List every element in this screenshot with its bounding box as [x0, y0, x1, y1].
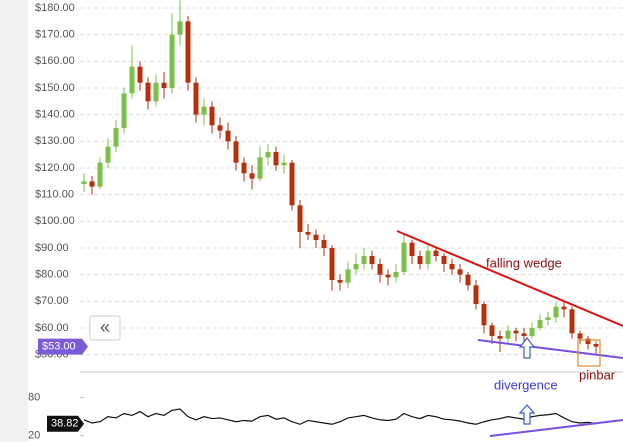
- y-tick-label: $90.00: [35, 242, 69, 254]
- candle-body: [105, 146, 111, 163]
- candle-body: [545, 317, 551, 320]
- candle-body: [249, 173, 255, 179]
- candle-body: [561, 306, 567, 310]
- candle-body: [505, 330, 511, 339]
- candle-body: [113, 128, 119, 147]
- y-tick-label: $120.00: [35, 162, 75, 174]
- candle-body: [369, 256, 375, 264]
- candle-body: [81, 181, 87, 184]
- candle-body: [177, 21, 183, 35]
- y-tick-label: $130.00: [35, 135, 75, 147]
- candle-body: [217, 125, 223, 131]
- y-tick-label: $80.00: [35, 269, 69, 281]
- nav-button-label[interactable]: «: [100, 317, 110, 337]
- candle-body: [201, 106, 207, 115]
- marks: $50.00$60.00$70.00$80.00$90.00$100.00$11…: [28, 0, 623, 442]
- current-price-tag: [38, 338, 88, 355]
- current-value-tag: [47, 415, 84, 432]
- wedge-upper-line: [396, 230, 623, 327]
- candle-body: [281, 162, 287, 166]
- candle-body: [481, 304, 487, 326]
- candle-body: [465, 274, 471, 286]
- candle-body: [409, 242, 415, 256]
- candle-body: [361, 256, 367, 264]
- y-tick-label: $150.00: [35, 82, 75, 94]
- left-margin: [0, 0, 28, 442]
- candle-body: [97, 162, 103, 187]
- candle-body: [241, 162, 247, 174]
- candle-body: [305, 232, 311, 235]
- current-value-label: 38.82: [51, 418, 79, 430]
- y-tick-label: $100.00: [35, 215, 75, 227]
- candle-body: [337, 280, 343, 283]
- candle-body: [169, 34, 175, 88]
- rsi-trend-line: [489, 419, 623, 437]
- annotation: pinbar: [579, 367, 616, 382]
- candle-body: [185, 21, 191, 83]
- y-tick-label: $180.00: [35, 2, 75, 14]
- candle-body: [385, 274, 391, 278]
- wedge-lower-line: [477, 339, 623, 359]
- candle-body: [425, 250, 431, 264]
- candle-body: [433, 250, 439, 256]
- y-tick-label: $60.00: [35, 322, 69, 334]
- candle-body: [593, 344, 599, 347]
- y-tick-label: 80: [28, 392, 40, 404]
- candle-body: [193, 82, 199, 115]
- nav-button[interactable]: [89, 315, 121, 341]
- pinbar-box: [577, 339, 601, 367]
- candle-body: [449, 264, 455, 270]
- candle-body: [153, 82, 159, 102]
- annotation: falling wedge: [486, 255, 562, 270]
- candle-body: [145, 82, 151, 102]
- candle-body: [513, 330, 519, 334]
- candle-body: [273, 152, 279, 166]
- candle-body: [473, 285, 479, 304]
- candle-body: [353, 264, 359, 270]
- y-tick-label: $170.00: [35, 29, 75, 41]
- candle-body: [393, 272, 399, 278]
- candle-body: [321, 240, 327, 248]
- divergence-arrow: [518, 337, 536, 359]
- candle-body: [289, 162, 295, 206]
- candle-body: [209, 106, 215, 126]
- candle-body: [161, 82, 167, 88]
- candle-body: [265, 152, 271, 158]
- current-price-label: $53.00: [42, 341, 76, 353]
- candle-body: [529, 328, 535, 336]
- candle-body: [257, 157, 263, 179]
- candle-body: [137, 66, 143, 83]
- y-tick-label: $160.00: [35, 55, 75, 67]
- candle-body: [577, 333, 583, 339]
- candle-body: [401, 242, 407, 272]
- candle-body: [89, 181, 95, 187]
- y-tick-label: $140.00: [35, 109, 75, 121]
- candle-body: [497, 336, 503, 339]
- candle-body: [377, 264, 383, 275]
- candle-body: [297, 205, 303, 232]
- candle-body: [553, 306, 559, 318]
- candle-body: [129, 66, 135, 94]
- candle-body: [489, 325, 495, 336]
- annotation: divergence: [494, 377, 558, 392]
- candle-body: [585, 338, 591, 344]
- y-tick-label: 20: [28, 430, 40, 442]
- candle-body: [457, 269, 463, 275]
- candle-body: [537, 320, 543, 328]
- candle-body: [121, 93, 127, 128]
- candle-body: [313, 234, 319, 240]
- y-tick-label: $70.00: [35, 295, 69, 307]
- candle-body: [521, 333, 527, 336]
- y-tick-label: $110.00: [35, 189, 74, 201]
- candle-body: [233, 141, 239, 163]
- candle-body: [417, 256, 423, 264]
- candle-body: [569, 309, 575, 334]
- candle-body: [345, 269, 351, 283]
- rsi-arrow: [518, 404, 536, 425]
- candle-body: [225, 130, 231, 142]
- candle-body: [441, 256, 447, 264]
- candle-body: [329, 248, 335, 280]
- rsi-line: [83, 408, 597, 425]
